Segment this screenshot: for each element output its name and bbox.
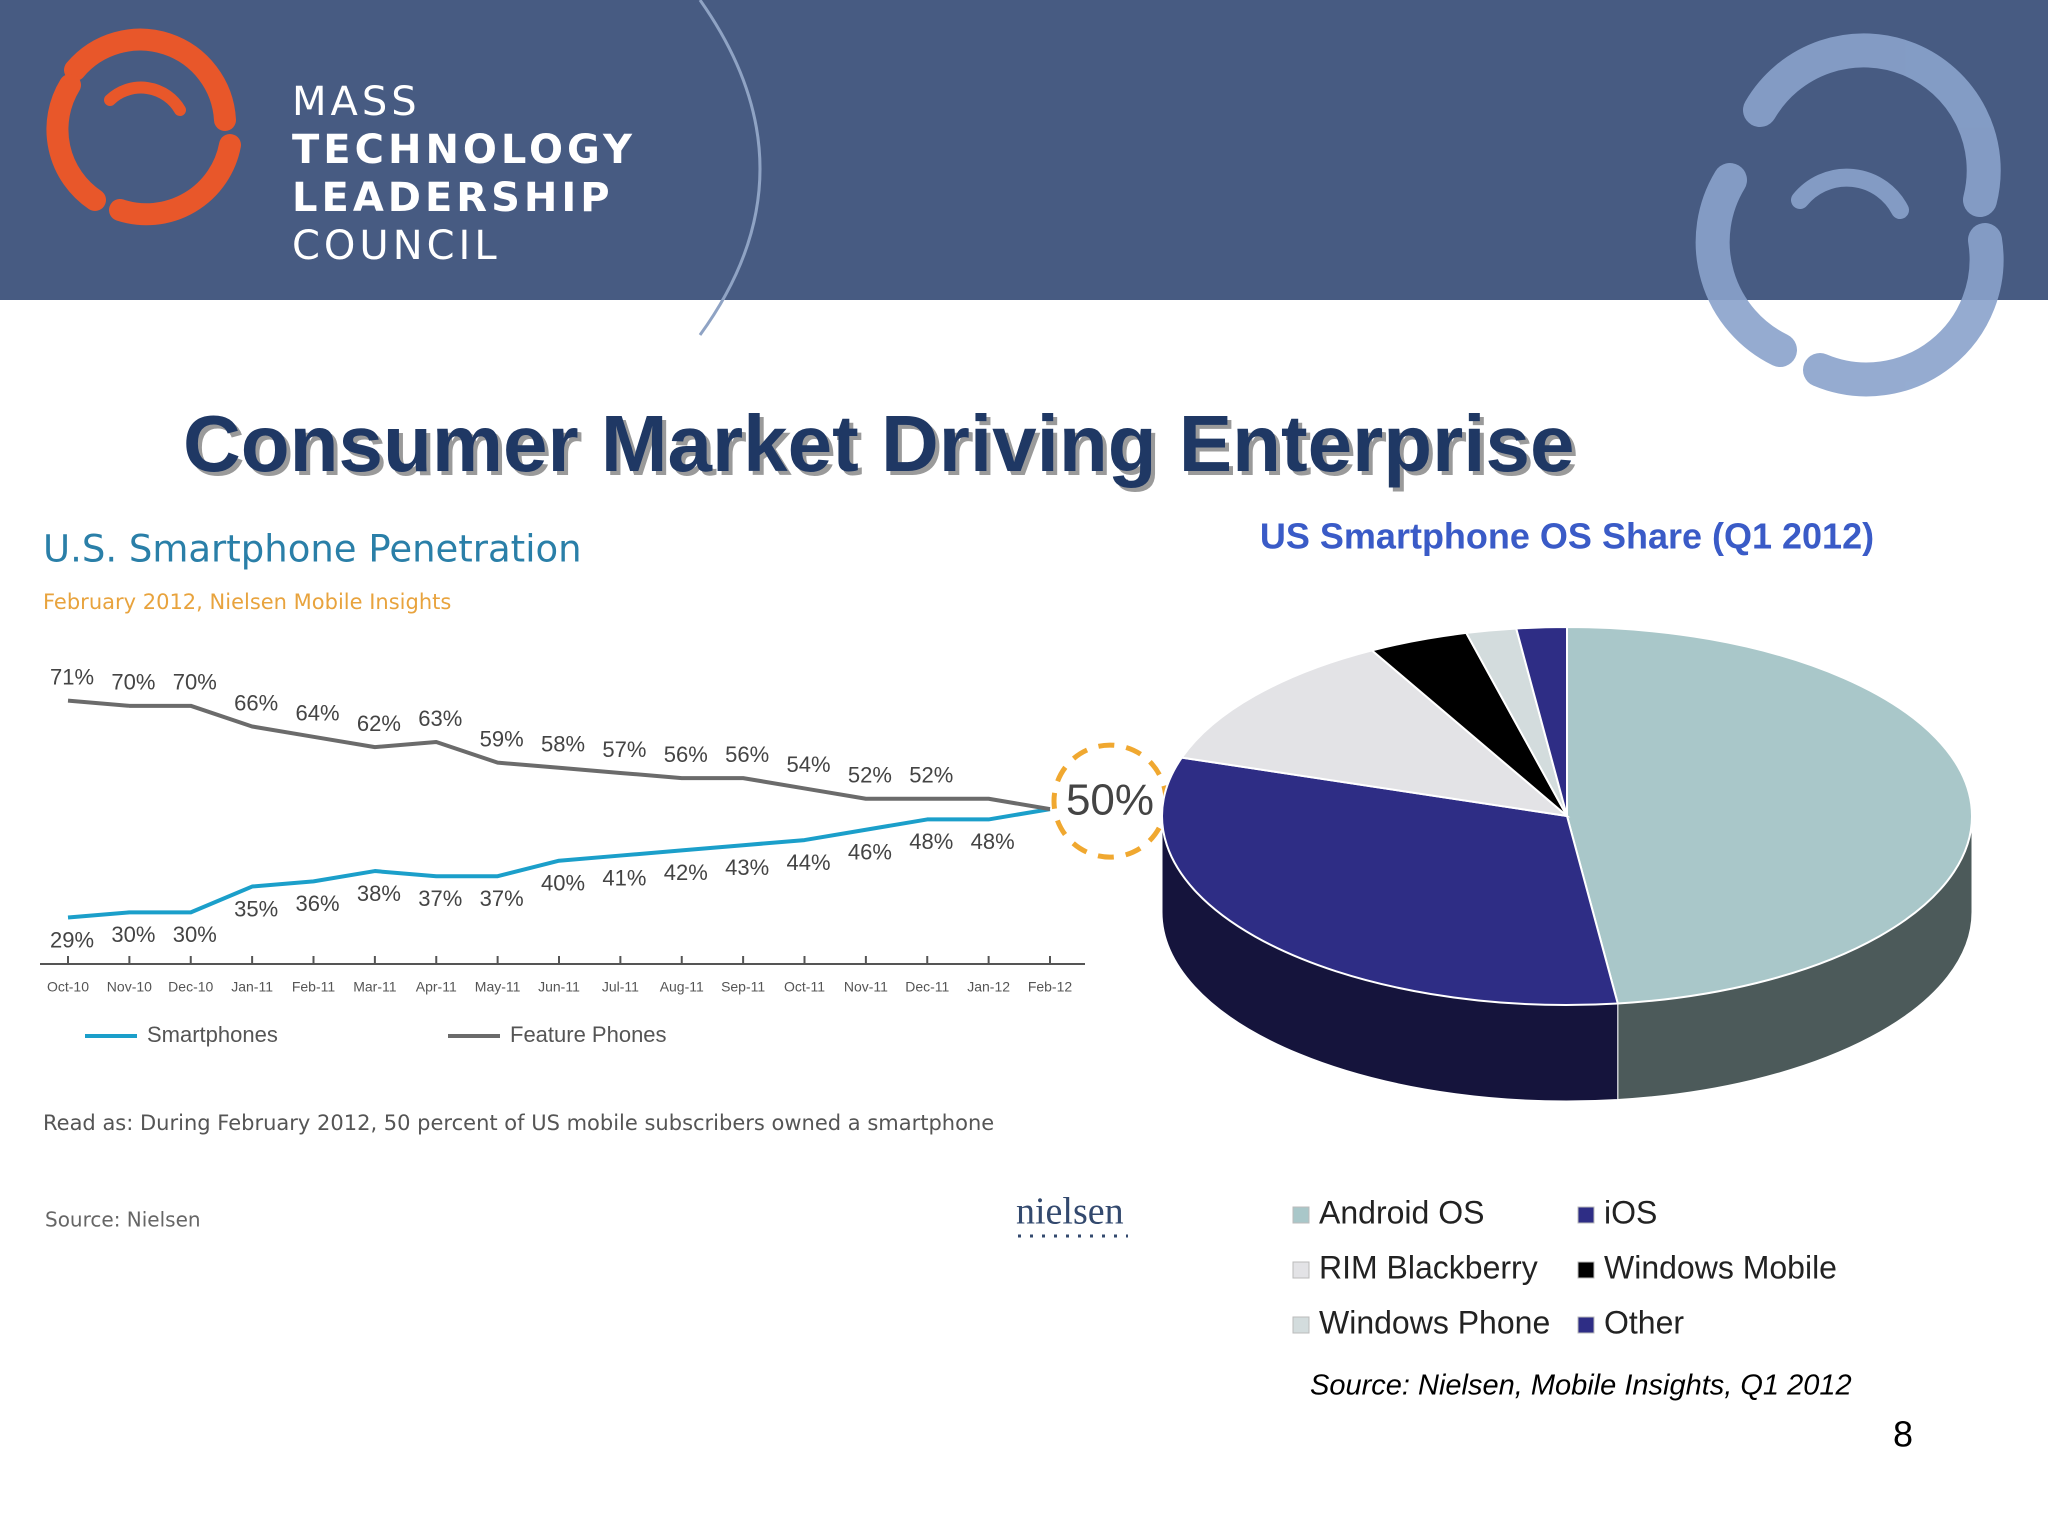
chart-subtitle: February 2012, Nielsen Mobile Insights bbox=[43, 590, 451, 614]
value-label: 42% bbox=[664, 860, 708, 885]
slide-title: Consumer Market Driving Enterprise bbox=[183, 399, 1574, 488]
pie-slice bbox=[1180, 649, 1571, 818]
value-label: 58% bbox=[541, 732, 585, 757]
value-label: 48% bbox=[971, 829, 1015, 854]
value-label: 30% bbox=[173, 922, 217, 947]
chart-source: Source: Nielsen bbox=[45, 1208, 201, 1232]
org-name: LEADERSHIP bbox=[292, 175, 614, 221]
value-label: 56% bbox=[725, 742, 769, 767]
legend-swatch bbox=[1577, 1206, 1595, 1224]
value-label: 46% bbox=[848, 840, 892, 865]
legend-swatch bbox=[1292, 1261, 1310, 1279]
chart-title: US Smartphone OS Share (Q1 2012) bbox=[1260, 516, 1874, 557]
legend-label: Android OS bbox=[1319, 1194, 1484, 1230]
value-label: 56% bbox=[664, 742, 708, 767]
value-label: 50% bbox=[1066, 776, 1154, 825]
x-tick-label: Oct-11 bbox=[784, 979, 825, 995]
chart-note: Read as: During February 2012, 50 percen… bbox=[43, 1111, 994, 1135]
value-label: 66% bbox=[234, 690, 278, 715]
value-label: 43% bbox=[725, 855, 769, 880]
x-tick-label: Jul-11 bbox=[602, 979, 639, 995]
x-tick-label: Apr-11 bbox=[416, 979, 457, 995]
org-name: TECHNOLOGY bbox=[292, 127, 636, 173]
org-name: COUNCIL bbox=[292, 223, 501, 269]
value-label: 41% bbox=[602, 865, 646, 890]
header-arc bbox=[698, 0, 762, 336]
value-label: 64% bbox=[295, 701, 339, 726]
legend-swatch bbox=[1292, 1316, 1310, 1334]
value-label: 59% bbox=[480, 726, 524, 751]
value-label: 35% bbox=[234, 896, 278, 921]
org-name: MASS bbox=[292, 79, 421, 125]
x-tick-label: Feb-11 bbox=[292, 979, 336, 995]
legend-swatch bbox=[1577, 1316, 1595, 1334]
x-tick-label: Jan-11 bbox=[231, 979, 273, 995]
legend-label: Windows Mobile bbox=[1604, 1249, 1837, 1285]
x-tick-label: Oct-10 bbox=[47, 979, 89, 995]
x-tick-label: Jan-12 bbox=[967, 979, 1010, 995]
value-label: 52% bbox=[909, 763, 953, 788]
value-label: 37% bbox=[418, 886, 462, 911]
x-tick-label: Nov-10 bbox=[107, 979, 152, 995]
legend-label: Feature Phones bbox=[510, 1022, 667, 1047]
value-label: 30% bbox=[111, 922, 155, 947]
x-tick-label: Mar-11 bbox=[353, 979, 397, 995]
value-label: 70% bbox=[173, 670, 217, 695]
value-label: 57% bbox=[602, 737, 646, 762]
x-tick-label: Sep-11 bbox=[721, 979, 765, 995]
value-label: 62% bbox=[357, 711, 401, 736]
series-line bbox=[67, 698, 1051, 812]
chart-title: U.S. Smartphone Penetration bbox=[43, 528, 582, 571]
legend-label: Windows Phone bbox=[1319, 1304, 1550, 1340]
x-tick-label: Aug-11 bbox=[660, 979, 704, 995]
series-line bbox=[67, 807, 1051, 920]
source-logo: nielsen bbox=[1016, 1191, 1124, 1233]
legend-swatch bbox=[1292, 1206, 1310, 1224]
legend-label: Smartphones bbox=[147, 1022, 278, 1047]
legend-label: Other bbox=[1604, 1304, 1684, 1340]
legend-swatch bbox=[1577, 1261, 1595, 1279]
value-label: 29% bbox=[50, 927, 94, 952]
x-tick-label: Dec-10 bbox=[168, 979, 213, 995]
value-label: 54% bbox=[786, 752, 830, 777]
pie-slice bbox=[1161, 756, 1620, 1006]
pie-slice bbox=[1514, 625, 1568, 817]
page-number: 8 bbox=[1893, 1414, 1913, 1455]
value-label: 70% bbox=[111, 670, 155, 695]
x-tick-label: Feb-12 bbox=[1028, 979, 1073, 995]
value-label: 40% bbox=[541, 871, 585, 896]
value-label: 36% bbox=[295, 891, 339, 916]
value-label: 48% bbox=[909, 829, 953, 854]
logo-watermark bbox=[1695, 33, 2004, 397]
value-label: 38% bbox=[357, 881, 401, 906]
chart-source: Source: Nielsen, Mobile Insights, Q1 201… bbox=[1310, 1370, 1852, 1402]
logo bbox=[46, 28, 241, 226]
value-label: 44% bbox=[786, 850, 830, 875]
x-tick-label: May-11 bbox=[475, 979, 521, 995]
x-tick-label: Jun-11 bbox=[538, 979, 580, 995]
x-tick-label: Nov-11 bbox=[844, 979, 888, 995]
pie-slice bbox=[1566, 625, 1974, 1005]
x-tick-label: Dec-11 bbox=[905, 979, 949, 995]
legend-label: iOS bbox=[1604, 1194, 1657, 1230]
value-label: 52% bbox=[848, 763, 892, 788]
value-label: 63% bbox=[418, 706, 462, 731]
value-label: 37% bbox=[480, 886, 524, 911]
legend-label: RIM Blackberry bbox=[1319, 1249, 1538, 1285]
value-label: 71% bbox=[50, 664, 94, 689]
